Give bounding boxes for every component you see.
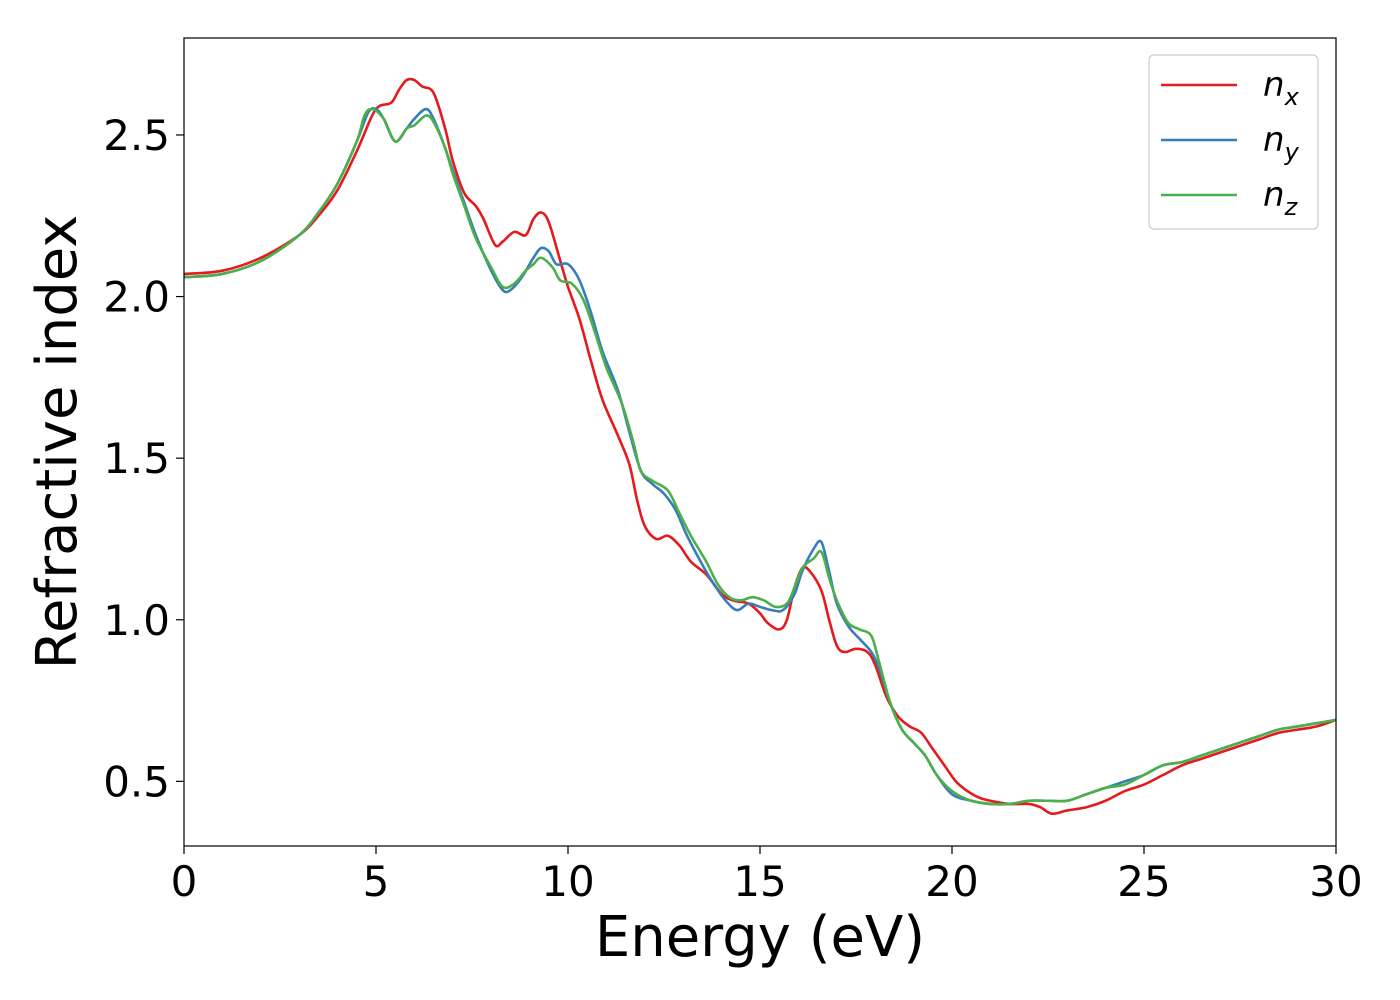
y-axis-title: Refractive index (25, 215, 90, 670)
legend-label-n-x: nx (1263, 65, 1300, 111)
series-line-n-z (183, 107, 1337, 806)
legend-box (1148, 54, 1319, 230)
x-tick-label: 25 (1117, 857, 1170, 906)
legend: nx ny nz (1148, 54, 1319, 230)
y-tick-label: 2.5 (103, 111, 170, 160)
y-tick-label: 0.5 (103, 757, 170, 806)
x-tick-label: 15 (733, 857, 786, 906)
y-tick-label: 1.0 (103, 596, 170, 645)
legend-label-n-z: nz (1263, 175, 1299, 221)
series-lines-group (183, 77, 1337, 816)
x-axis-ticks: 0 5 10 15 20 25 30 (171, 846, 1363, 906)
x-tick-label: 0 (171, 857, 198, 906)
y-tick-label: 1.5 (103, 434, 170, 483)
x-tick-label: 30 (1309, 857, 1362, 906)
x-axis-title: Energy (eV) (595, 905, 925, 970)
x-tick-label: 20 (925, 857, 978, 906)
y-axis-ticks: 0.5 1.0 1.5 2.0 2.5 (103, 111, 184, 806)
x-tick-label: 5 (363, 857, 390, 906)
x-tick-label: 10 (541, 857, 594, 906)
legend-label-n-y: ny (1263, 120, 1300, 166)
y-tick-label: 2.0 (103, 273, 170, 322)
